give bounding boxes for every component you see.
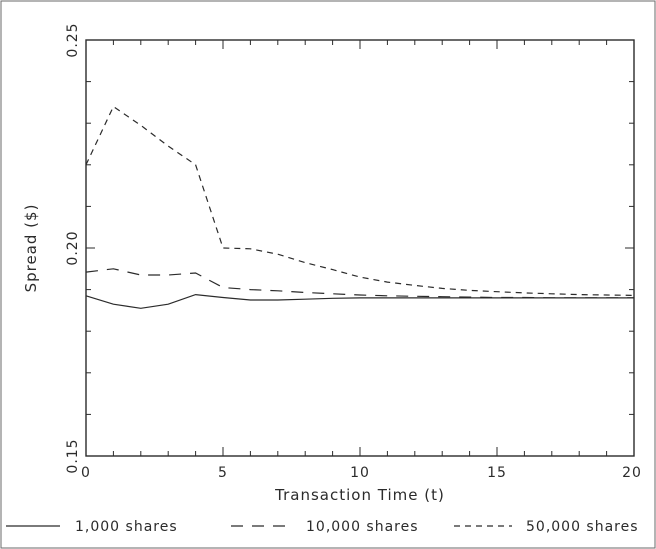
y-axis-tick-labels: 0.15 0.20 0.25 xyxy=(65,22,81,473)
plot-frame xyxy=(85,39,635,457)
y-tick-label: 0.20 xyxy=(65,230,81,265)
y-axis-title: Spread ($) xyxy=(22,204,40,293)
x-tick-label: 15 xyxy=(487,465,507,481)
y-axis-ticks xyxy=(86,39,634,457)
series-lines xyxy=(85,105,635,309)
legend-label: 10,000 shares xyxy=(306,519,419,535)
series-line-50-000-shares xyxy=(85,105,635,296)
x-axis-tick-labels: 0 5 10 15 20 xyxy=(81,465,642,481)
legend-label: 1,000 shares xyxy=(75,519,178,535)
legend-label: 50,000 shares xyxy=(526,519,639,535)
legend: 1,000 shares 10,000 shares 50,000 shares xyxy=(6,519,639,535)
x-tick-label: 10 xyxy=(350,465,370,481)
series-line-10-000-shares xyxy=(85,268,634,299)
x-tick-label: 20 xyxy=(622,465,642,481)
x-tick-label: 0 xyxy=(81,465,91,481)
x-tick-label: 5 xyxy=(218,465,228,481)
y-tick-label: 0.25 xyxy=(65,22,81,57)
series-line-1-000-shares xyxy=(85,293,634,309)
x-axis-ticks xyxy=(85,40,635,456)
y-tick-label: 0.15 xyxy=(65,438,81,473)
x-axis-title: Transaction Time (t) xyxy=(274,486,445,504)
